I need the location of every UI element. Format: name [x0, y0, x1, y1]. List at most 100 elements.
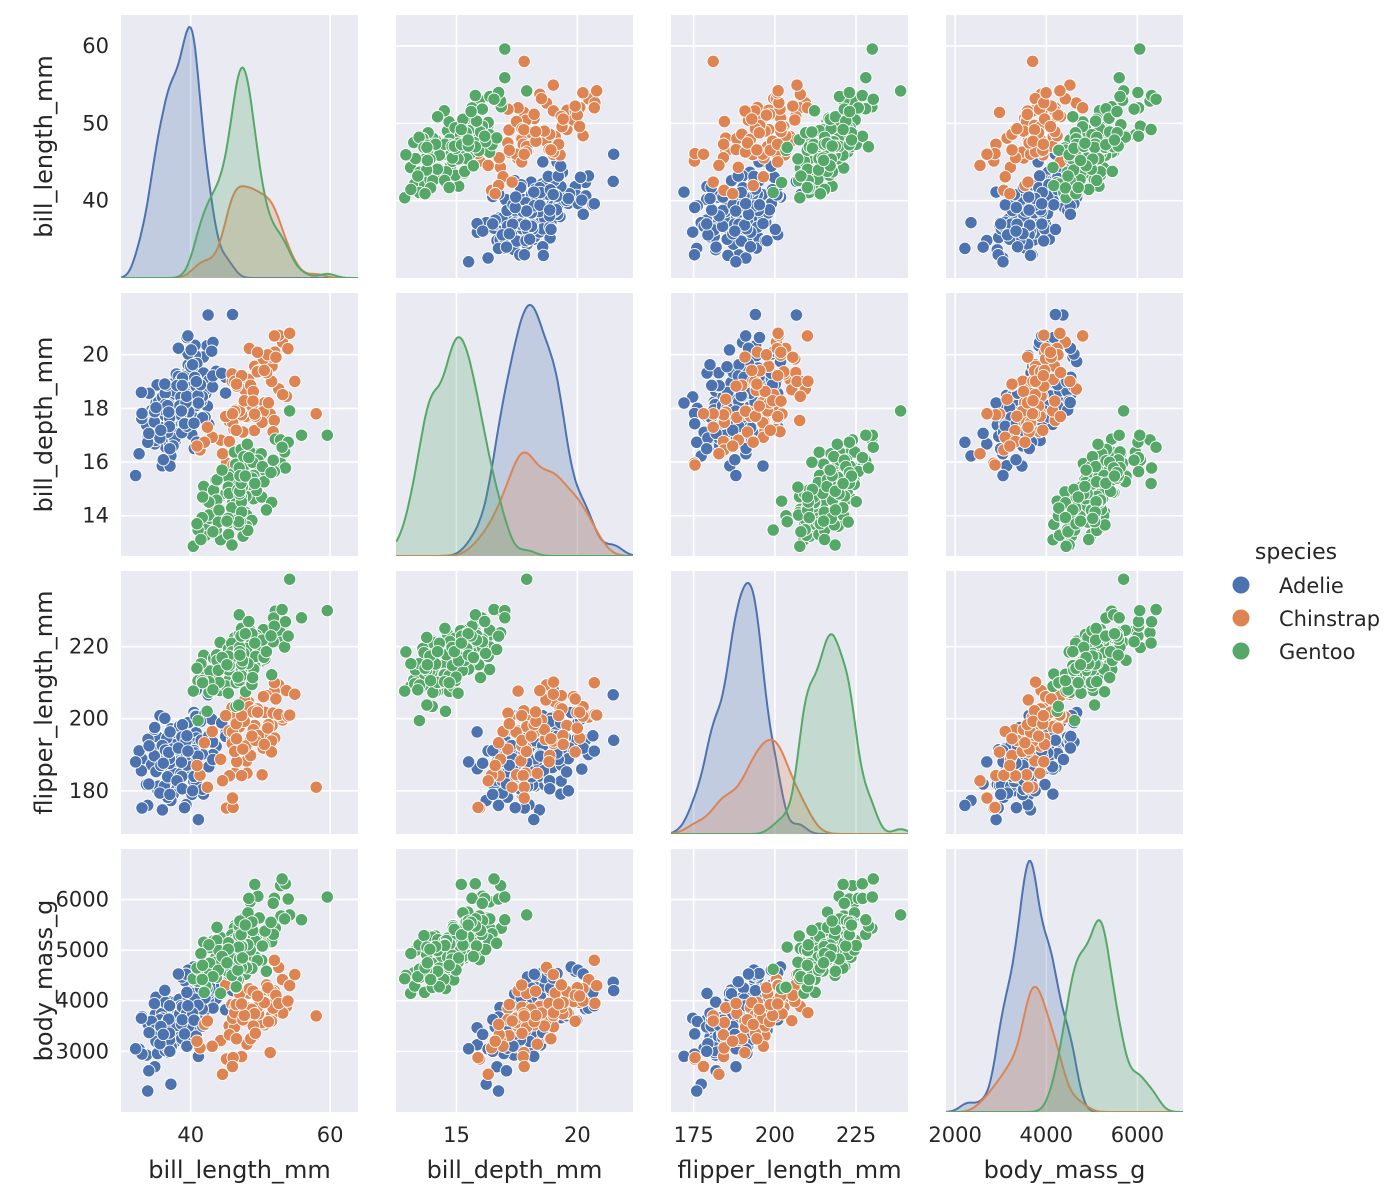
- point-gentoo: [197, 985, 211, 1000]
- point-gentoo: [1082, 532, 1096, 547]
- point-gentoo: [275, 602, 289, 617]
- point-chinstrap: [588, 996, 602, 1011]
- point-chinstrap: [502, 997, 516, 1012]
- point-gentoo: [238, 918, 252, 932]
- point-adelie: [546, 187, 560, 202]
- point-chinstrap: [988, 458, 1002, 472]
- panel-background: [946, 849, 1183, 1112]
- point-chinstrap: [997, 768, 1011, 782]
- y-tick-label: 3000: [56, 1039, 109, 1063]
- point-chinstrap: [750, 143, 764, 157]
- point-adelie: [502, 227, 516, 241]
- point-chinstrap: [587, 101, 601, 115]
- point-adelie: [180, 985, 194, 1000]
- point-gentoo: [849, 495, 863, 509]
- point-chinstrap: [255, 768, 269, 782]
- point-adelie: [175, 378, 189, 393]
- point-gentoo: [1107, 133, 1122, 147]
- point-gentoo: [1071, 490, 1085, 504]
- point-adelie: [700, 442, 714, 456]
- y-axis-label-bill-length-mm: bill_length_mm: [30, 55, 58, 238]
- point-gentoo: [1061, 169, 1075, 183]
- point-gentoo: [399, 148, 413, 162]
- point-gentoo: [1087, 698, 1102, 712]
- point-gentoo: [264, 629, 278, 643]
- panel-marks: [671, 581, 908, 834]
- point-adelie: [980, 755, 994, 769]
- point-chinstrap: [1076, 329, 1090, 343]
- point-gentoo: [893, 908, 908, 922]
- point-gentoo: [520, 84, 534, 98]
- point-gentoo: [195, 490, 210, 504]
- point-chinstrap: [992, 745, 1007, 759]
- point-gentoo: [859, 913, 873, 927]
- point-chinstrap: [488, 187, 502, 201]
- point-chinstrap: [731, 160, 745, 174]
- point-gentoo: [264, 915, 278, 929]
- point-chinstrap: [529, 1008, 543, 1023]
- point-adelie: [476, 1027, 490, 1042]
- point-gentoo: [220, 514, 234, 528]
- point-chinstrap: [517, 791, 531, 805]
- point-adelie: [205, 344, 219, 358]
- point-adelie: [964, 215, 978, 230]
- point-gentoo: [190, 661, 204, 675]
- x-tick-label: 15: [443, 1123, 470, 1147]
- point-gentoo: [195, 958, 210, 972]
- point-gentoo: [1073, 514, 1088, 528]
- point-adelie: [470, 725, 484, 739]
- point-chinstrap: [248, 1026, 263, 1040]
- point-gentoo: [487, 872, 501, 886]
- point-adelie: [481, 251, 495, 265]
- point-gentoo: [213, 986, 228, 1000]
- point-gentoo: [320, 603, 334, 618]
- point-chinstrap: [568, 1014, 582, 1028]
- point-gentoo: [1111, 648, 1125, 662]
- axis-labels: 40 60 bill_length_mm 15 20 bill_depth_mm 175 20…: [30, 34, 1164, 1184]
- point-chinstrap: [517, 1009, 531, 1023]
- point-adelie: [156, 1027, 170, 1042]
- point-gentoo: [1149, 440, 1163, 454]
- panel-body-mass-g-vs-bill-length-mm: [121, 849, 358, 1112]
- point-gentoo: [432, 980, 446, 994]
- point-chinstrap: [247, 407, 262, 421]
- point-chinstrap: [1051, 108, 1065, 122]
- point-adelie: [461, 1042, 476, 1056]
- point-chinstrap: [1063, 374, 1077, 389]
- point-adelie: [155, 803, 170, 817]
- point-gentoo: [498, 913, 512, 927]
- point-chinstrap: [546, 675, 561, 689]
- point-chinstrap: [1036, 368, 1051, 383]
- point-chinstrap: [261, 1015, 276, 1029]
- point-gentoo: [779, 980, 793, 994]
- point-chinstrap: [257, 363, 271, 378]
- point-gentoo: [206, 525, 220, 539]
- point-gentoo: [841, 515, 855, 529]
- point-chinstrap: [200, 780, 215, 794]
- point-adelie: [142, 1064, 156, 1078]
- point-gentoo: [1113, 89, 1127, 104]
- point-chinstrap: [511, 684, 525, 698]
- point-gentoo: [320, 890, 334, 904]
- point-chinstrap: [771, 326, 785, 340]
- point-chinstrap: [261, 981, 275, 995]
- point-adelie: [701, 228, 715, 242]
- point-gentoo: [816, 956, 831, 970]
- panel-marks: [958, 307, 1163, 553]
- point-gentoo: [220, 658, 234, 672]
- point-chinstrap: [1076, 101, 1090, 115]
- point-gentoo: [490, 936, 504, 950]
- point-gentoo: [1107, 627, 1122, 641]
- point-gentoo: [498, 42, 512, 56]
- point-chinstrap: [533, 683, 547, 698]
- kde-line-adelie: [671, 581, 908, 834]
- point-chinstrap: [786, 99, 800, 113]
- point-gentoo: [238, 627, 252, 641]
- point-chinstrap: [283, 978, 297, 993]
- point-chinstrap: [1048, 394, 1062, 408]
- point-adelie: [134, 385, 149, 400]
- x-tick-label: 225: [836, 1123, 876, 1147]
- point-adelie: [739, 329, 753, 343]
- point-chinstrap: [488, 1034, 502, 1048]
- point-gentoo: [1102, 670, 1117, 685]
